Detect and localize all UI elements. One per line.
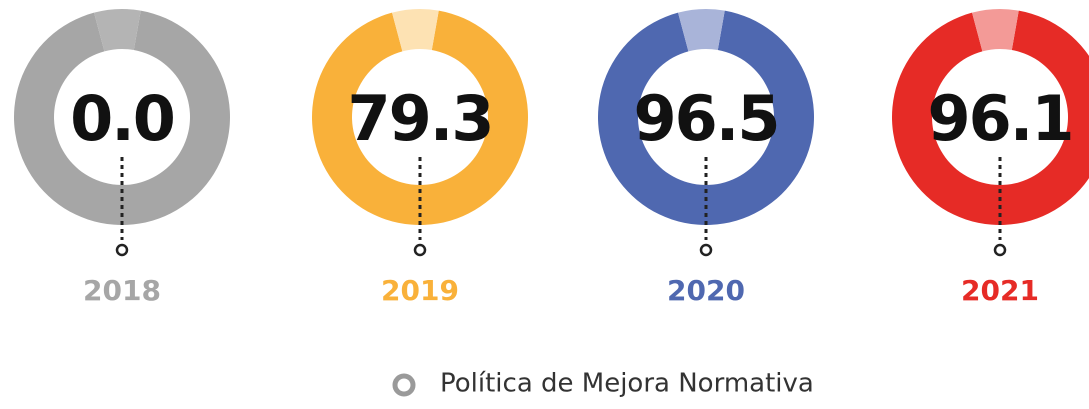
- donut-ring: [312, 10, 528, 226]
- value-label: 96.5: [634, 82, 779, 155]
- year-label: 2020: [667, 274, 745, 307]
- donut-highlight: [392, 8, 439, 52]
- connector-dot: [115, 243, 129, 257]
- year-label: 2019: [381, 274, 459, 307]
- donut-ring: [14, 10, 231, 225]
- legend-label: Política de Mejora Normativa: [440, 369, 814, 399]
- value-label: 96.1: [928, 82, 1073, 155]
- connector-dot: [699, 243, 713, 257]
- donut-highlight: [678, 8, 725, 52]
- donut-highlight: [972, 8, 1019, 52]
- year-label: 2021: [961, 274, 1039, 307]
- donut-highlight: [94, 8, 141, 52]
- donut-ring: [892, 10, 1089, 225]
- connector-dot: [993, 243, 1007, 257]
- legend-marker: [392, 373, 416, 397]
- year-label: 2018: [83, 274, 161, 307]
- value-label: 0.0: [70, 82, 174, 155]
- donut-ring: [598, 10, 815, 226]
- value-label: 79.3: [348, 82, 493, 155]
- connector-dot: [413, 243, 427, 257]
